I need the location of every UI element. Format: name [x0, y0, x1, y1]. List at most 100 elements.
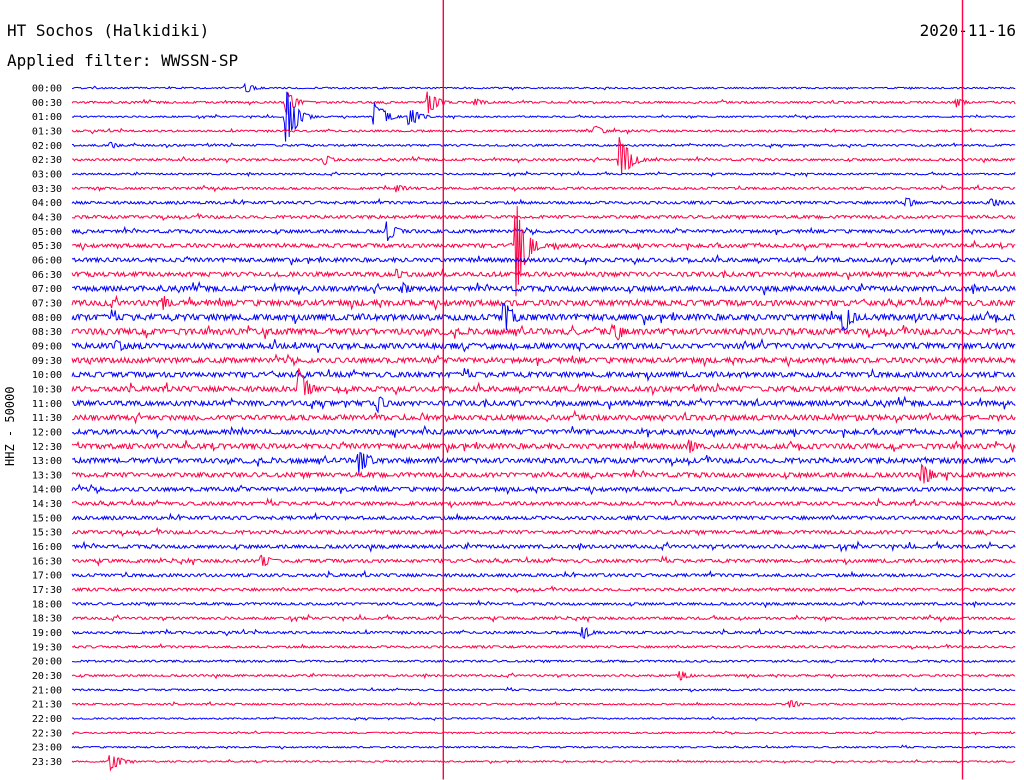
row-time-label: 22:30	[32, 728, 62, 739]
trace-row	[71, 439, 1016, 454]
row-time-label: 09:00	[32, 341, 62, 352]
row-time-label: 02:30	[32, 155, 62, 166]
row-time-label: 06:30	[32, 270, 62, 281]
row-time-label: 08:00	[32, 313, 62, 324]
row-time-label: 18:00	[32, 599, 62, 610]
record-date: 2020-11-16	[920, 21, 1016, 40]
trace-row	[71, 755, 1016, 772]
trace-row	[71, 184, 1016, 193]
trace-row	[71, 91, 1016, 142]
trace-row	[71, 141, 1016, 149]
row-time-label: 11:00	[32, 399, 62, 410]
row-time-label: 17:00	[32, 571, 62, 582]
trace-row	[71, 613, 1016, 624]
row-time-label: 18:30	[32, 614, 62, 625]
trace-row	[71, 280, 1016, 296]
row-time-label: 10:00	[32, 370, 62, 381]
row-time-label: 14:00	[32, 485, 62, 496]
row-time-label: 11:30	[32, 413, 62, 424]
trace-row	[71, 599, 1016, 609]
trace-row	[71, 463, 1016, 484]
trace-row	[72, 657, 1016, 664]
trace-row	[71, 91, 1016, 116]
row-time-label: 22:00	[32, 714, 62, 725]
row-time-label: 07:00	[32, 284, 62, 295]
channel-label: HHZ - 50000	[3, 387, 17, 466]
row-time-label: 05:00	[32, 227, 62, 238]
row-time-label: 00:00	[32, 84, 62, 95]
trace-row	[71, 497, 1016, 509]
trace-row	[71, 137, 1016, 174]
trace-row	[71, 744, 1016, 750]
trace-row	[71, 125, 1016, 135]
row-time-label: 04:30	[32, 212, 62, 223]
trace-row	[71, 82, 1016, 93]
row-time-label: 08:30	[32, 327, 62, 338]
row-time-label: 02:00	[32, 141, 62, 152]
row-time-label: 07:30	[32, 298, 62, 309]
filter-label: Applied filter: WWSSN-SP	[7, 51, 238, 70]
trace-row	[71, 170, 1016, 178]
trace-row	[71, 554, 1016, 567]
trace-row	[71, 424, 1016, 440]
row-time-label: 01:30	[32, 126, 62, 137]
row-time-label: 13:00	[32, 456, 62, 467]
row-time-label: 12:30	[32, 442, 62, 453]
row-time-label: 15:00	[32, 513, 62, 524]
trace-row	[71, 540, 1016, 553]
row-time-label: 09:30	[32, 356, 62, 367]
trace-row	[71, 368, 1016, 397]
row-time-label: 06:00	[32, 255, 62, 266]
trace-row	[72, 395, 1016, 414]
row-time-label: 15:30	[32, 528, 62, 539]
row-time-label: 23:00	[32, 743, 62, 754]
time-row-labels: 00:00 00:30 01:00 01:30 02:00 02:30 03:00 03:30…	[32, 84, 62, 769]
event-spikes	[442, 0, 964, 780]
trace-row	[71, 367, 1016, 383]
trace-row	[71, 627, 1016, 639]
row-time-label: 23:30	[32, 757, 62, 768]
row-time-label: 19:00	[32, 628, 62, 639]
trace-row	[71, 642, 1016, 651]
row-time-label: 16:00	[32, 542, 62, 553]
trace-row	[71, 483, 1016, 496]
trace-row	[71, 206, 1016, 297]
trace-row	[71, 686, 1016, 693]
trace-row	[72, 715, 1016, 722]
trace-row	[71, 303, 1016, 331]
trace-row	[71, 337, 1016, 353]
row-time-label: 14:30	[32, 499, 62, 510]
trace-row	[71, 409, 1016, 425]
row-time-label: 03:00	[32, 169, 62, 180]
trace-row	[71, 221, 1016, 242]
trace-row	[71, 268, 1016, 280]
row-time-label: 17:30	[32, 585, 62, 596]
row-time-label: 21:00	[32, 685, 62, 696]
trace-row	[71, 197, 1016, 207]
trace-row	[71, 700, 1016, 708]
row-time-label: 03:30	[32, 184, 62, 195]
trace-row	[71, 323, 1016, 341]
row-time-label: 16:30	[32, 556, 62, 567]
trace-row	[71, 511, 1016, 522]
row-time-label: 05:30	[32, 241, 62, 252]
trace-row	[71, 526, 1016, 537]
row-time-label: 21:30	[32, 700, 62, 711]
trace-row	[71, 294, 1016, 311]
row-time-label: 13:30	[32, 470, 62, 481]
row-time-label: 12:00	[32, 427, 62, 438]
trace-row	[71, 452, 1016, 474]
row-time-label: 20:00	[32, 657, 62, 668]
row-time-label: 10:30	[32, 384, 62, 395]
station-title: HT Sochos (Halkidiki)	[7, 21, 209, 40]
trace-row	[71, 730, 1016, 736]
row-time-label: 04:00	[32, 198, 62, 209]
trace-row	[71, 353, 1016, 368]
trace-row	[71, 212, 1016, 222]
row-time-label: 20:30	[32, 671, 62, 682]
trace-row	[71, 671, 1016, 681]
seismic-traces	[71, 82, 1016, 772]
row-time-label: 00:30	[32, 98, 62, 109]
row-time-label: 19:30	[32, 642, 62, 653]
